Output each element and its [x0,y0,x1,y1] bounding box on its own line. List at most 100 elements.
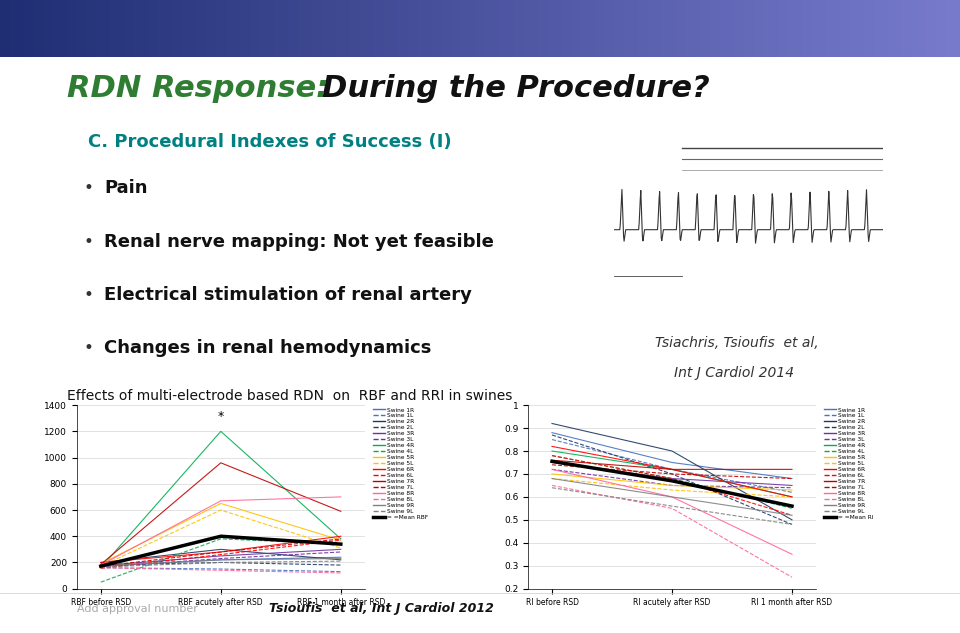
Bar [322,0,326,57]
Bar [662,0,667,57]
Bar [398,0,403,57]
Text: •: • [84,339,93,357]
Bar [408,0,413,57]
Bar [720,0,725,57]
Bar [941,0,946,57]
Bar [446,0,451,57]
Bar [715,0,720,57]
Bar [797,0,802,57]
Bar [509,0,514,57]
Bar [701,0,706,57]
Bar [504,0,509,57]
Bar [346,0,350,57]
Bar [451,0,456,57]
Bar [518,0,523,57]
Bar [38,0,43,57]
Bar [413,0,418,57]
Bar [221,0,226,57]
Bar [355,0,360,57]
Bar [72,0,77,57]
Bar [710,0,715,57]
Bar [298,0,302,57]
Bar [571,0,576,57]
Text: Pain: Pain [104,179,148,197]
Bar [125,0,130,57]
Bar [706,0,710,57]
Bar [437,0,442,57]
Bar [672,0,677,57]
Bar [768,0,773,57]
Bar [850,0,854,57]
Legend: Swine 1R, Swine 1L, Swine 2R, Swine 2L, Swine 3R, Swine 3L, Swine 4R, Swine 4L, : Swine 1R, Swine 1L, Swine 2R, Swine 2L, … [371,405,430,522]
Bar [840,0,845,57]
Bar [293,0,298,57]
Text: Electrical stimulation of renal artery: Electrical stimulation of renal artery [104,285,472,304]
Bar [283,0,288,57]
Bar [922,0,926,57]
Bar [730,0,734,57]
Text: Tsiachris, Tsioufis  et al,: Tsiachris, Tsioufis et al, [655,336,818,350]
Bar [259,0,264,57]
Bar [211,0,216,57]
Bar [538,0,542,57]
Bar [134,0,139,57]
Bar [187,0,192,57]
Bar [749,0,754,57]
Bar [653,0,658,57]
Bar [58,0,62,57]
Bar [946,0,950,57]
Bar [374,0,379,57]
Bar [542,0,547,57]
Bar [341,0,346,57]
Bar [331,0,336,57]
Bar [19,0,24,57]
Bar [792,0,797,57]
Bar [240,0,245,57]
Bar [432,0,437,57]
Bar [274,0,278,57]
Bar [624,0,629,57]
Bar [466,0,470,57]
Bar [350,0,355,57]
Bar [490,0,494,57]
Bar [394,0,398,57]
Bar [312,0,317,57]
Bar [173,0,178,57]
Bar [427,0,432,57]
Bar [902,0,907,57]
Bar [950,0,955,57]
Bar [619,0,624,57]
Bar [562,0,566,57]
Bar [926,0,931,57]
Bar [754,0,758,57]
Bar [216,0,221,57]
Bar [605,0,610,57]
Text: Effects of multi-electrode based RDN  on  RBF and RRI in swines: Effects of multi-electrode based RDN on … [67,389,513,403]
Bar [278,0,283,57]
Bar [547,0,552,57]
Bar [178,0,182,57]
Bar [86,0,91,57]
Bar [10,0,14,57]
Bar [130,0,134,57]
Bar [734,0,739,57]
Bar [62,0,67,57]
Bar [336,0,341,57]
Bar [403,0,408,57]
Bar [168,0,173,57]
Bar [206,0,211,57]
Bar [475,0,480,57]
Bar [192,0,197,57]
Text: •: • [84,232,93,251]
Bar [34,0,38,57]
Text: *: * [218,410,224,423]
Bar [144,0,149,57]
Bar [893,0,898,57]
Bar [514,0,518,57]
Bar [566,0,571,57]
Bar [682,0,686,57]
Bar [154,0,158,57]
Bar [96,0,101,57]
Bar [360,0,365,57]
Bar [106,0,110,57]
